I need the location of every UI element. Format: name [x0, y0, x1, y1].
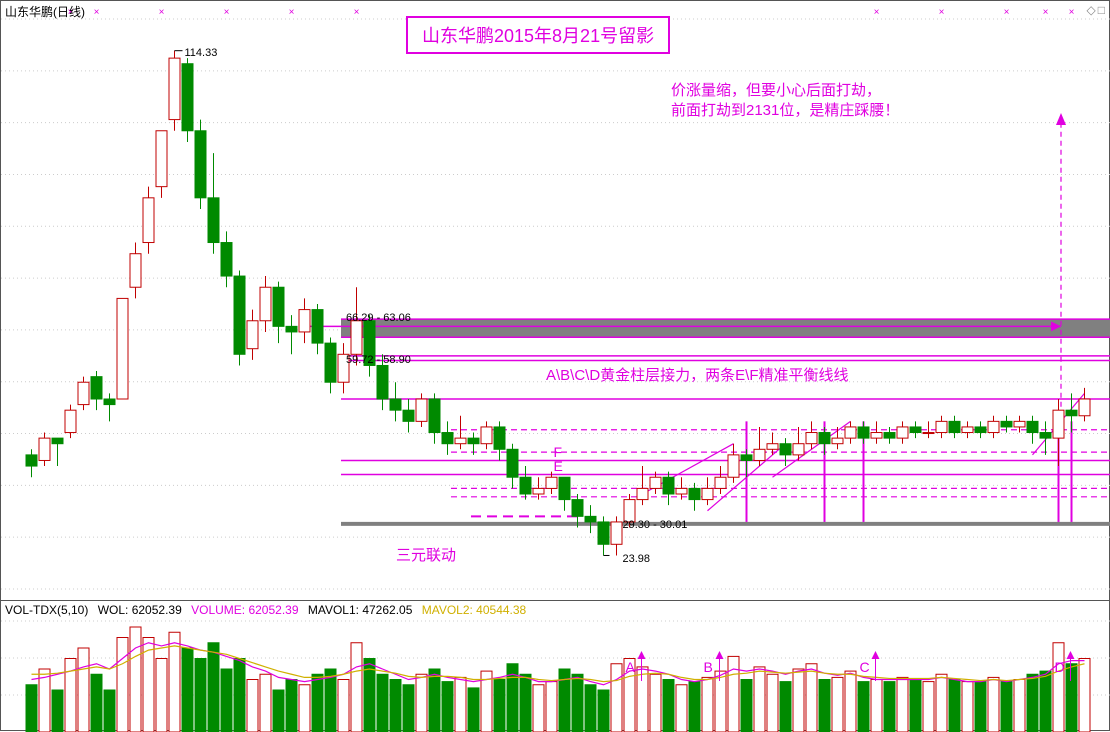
price-svg: ××××××××××× — [1, 1, 1110, 601]
volume-svg — [1, 601, 1110, 732]
vol-letter-C: C — [860, 659, 870, 675]
vol-letter-A: A — [626, 659, 635, 675]
svg-text:×: × — [289, 7, 295, 18]
svg-text:×: × — [159, 7, 165, 18]
volume-header: VOL-TDX(5,10) WOL: 62052.39 VOLUME: 6205… — [5, 603, 532, 617]
vol-wol: WOL: 62052.39 — [98, 603, 182, 617]
mid-annotation: A\B\C\D黄金柱层接力，两条E\F精准平衡线线 — [546, 366, 849, 386]
commentary-text: 价涨量缩，但要小心后面打劫， 前面打劫到2131位，是精庄踩腰！ — [671, 81, 899, 120]
vol-ind: VOL-TDX(5,10) — [5, 603, 88, 617]
label-F: F — [554, 444, 563, 460]
vol-ma2: MAVOL2: 40544.38 — [422, 603, 527, 617]
commentary-line2: 前面打劫到2131位，是精庄踩腰！ — [671, 102, 899, 119]
vol-ma1: MAVOL1: 47262.05 — [308, 603, 413, 617]
svg-text:×: × — [1043, 7, 1049, 18]
label-E: E — [554, 458, 563, 474]
vol-letter-B: B — [704, 659, 713, 675]
svg-text:×: × — [354, 7, 360, 18]
svg-text:×: × — [874, 7, 880, 18]
volume-panel[interactable]: VOL-TDX(5,10) WOL: 62052.39 VOLUME: 6205… — [1, 601, 1110, 732]
svg-text:×: × — [939, 7, 945, 18]
band1-label: 66.29 - 63.06 — [346, 312, 411, 324]
high-label: 114.33 — [185, 47, 218, 59]
chart-container: 山东华鹏(日线) ◇□ 山东华鹏2015年8月21号留影 价涨量缩，但要小心后面… — [0, 0, 1110, 731]
svg-text:×: × — [224, 7, 230, 18]
svg-text:×: × — [1004, 7, 1010, 18]
vol-letter-D: D — [1055, 659, 1065, 675]
low-label: 23.98 — [623, 553, 651, 565]
price-panel[interactable]: 山东华鹏(日线) ◇□ 山东华鹏2015年8月21号留影 价涨量缩，但要小心后面… — [1, 1, 1110, 601]
svg-text:×: × — [94, 7, 100, 18]
vol-vol: VOLUME: 62052.39 — [191, 603, 298, 617]
trio-annotation: 三元联动 — [396, 546, 456, 566]
commentary-line1: 价涨量缩，但要小心后面打劫， — [671, 82, 881, 99]
panel-title: 山东华鹏(日线) — [5, 3, 85, 20]
band2-label: 59.72 - 58.90 — [346, 354, 411, 366]
panel-controls[interactable]: ◇□ — [1087, 3, 1107, 17]
svg-text:×: × — [1069, 7, 1075, 18]
chart-title-box: 山东华鹏2015年8月21号留影 — [406, 16, 670, 54]
low-range-label: 29.30 - 30.01 — [623, 519, 688, 531]
